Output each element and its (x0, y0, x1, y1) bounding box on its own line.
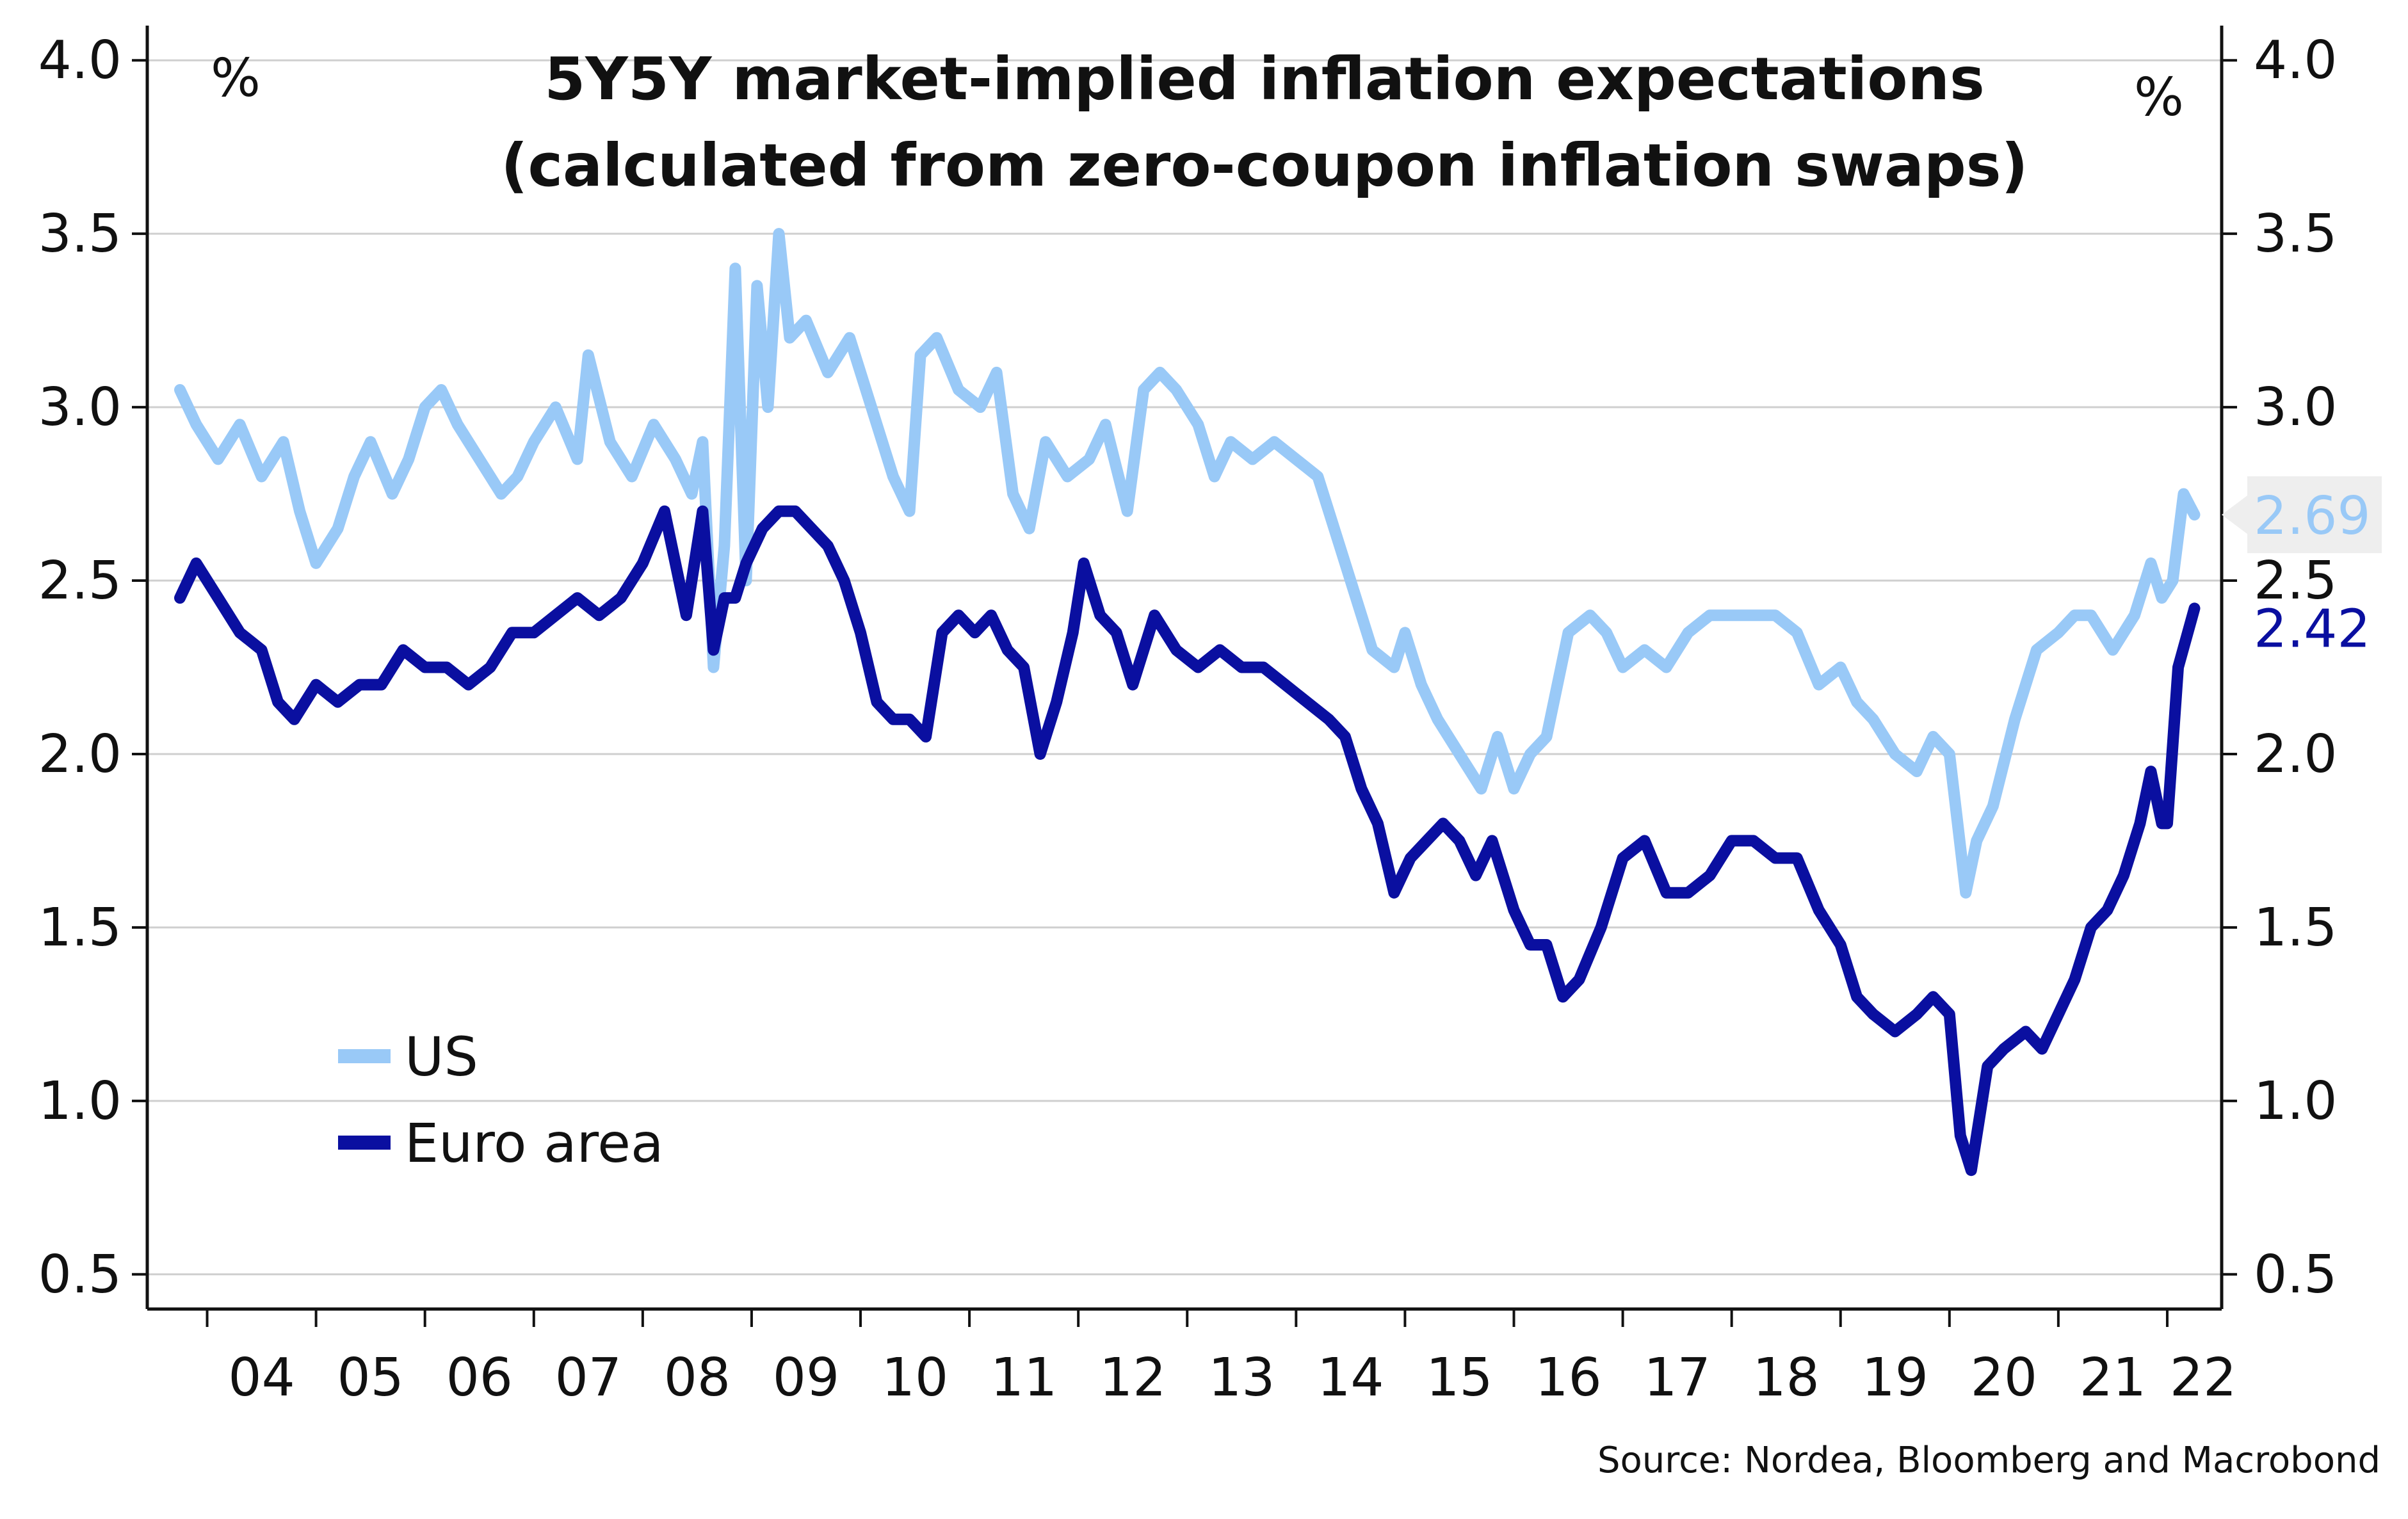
legend: US Euro area (338, 1025, 663, 1175)
source-note: Source: Nordea, Bloomberg and Macrobond (1597, 1440, 2380, 1481)
x-tick-label: 12 (1099, 1347, 1166, 1408)
y-left-tick-label: 0.5 (38, 1244, 122, 1305)
x-tick-label: 06 (446, 1347, 513, 1408)
y-right-tick-label: 1.0 (2254, 1071, 2337, 1132)
y-right-tick-label: 4.0 (2254, 30, 2337, 91)
x-tick-label: 08 (664, 1347, 731, 1408)
chart-title-line1: 5Y5Y market-implied inflation expectatio… (544, 45, 1985, 113)
x-tick-label: 19 (1862, 1347, 1928, 1408)
y-left-tick-label: 4.0 (38, 30, 122, 91)
x-tick-label: 14 (1317, 1347, 1384, 1408)
y-right-tick-label: 3.0 (2254, 377, 2337, 438)
tick-labels: 0.5 0.5 1.0 1.0 1.5 1.5 2.0 2.0 2.5 2.5 3.0 3.0 3.5 3… (38, 30, 2338, 1408)
y-right-tick-label: 0.5 (2254, 1244, 2337, 1305)
gridlines (147, 59, 2222, 1276)
y-left-tick-label: 2.5 (38, 551, 122, 611)
x-tick-label: 10 (882, 1347, 948, 1408)
x-tick-label: 21 (2080, 1347, 2146, 1408)
x-tick-label: 16 (1535, 1347, 1601, 1408)
x-tick-label: 15 (1426, 1347, 1492, 1408)
end-value-labels: 2.69 2.42 (2222, 476, 2382, 659)
x-tick-label: 09 (773, 1347, 839, 1408)
series-line-us (174, 228, 2201, 899)
x-tick-label: 17 (1644, 1347, 1710, 1408)
y-left-tick-label: 2.0 (38, 724, 122, 785)
y-left-tick-label: 1.0 (38, 1071, 122, 1132)
x-tick-label: 04 (228, 1347, 295, 1408)
axes (132, 26, 2237, 1327)
series-lines (174, 228, 2201, 1177)
end-label-us-background (2222, 476, 2382, 554)
right-unit-label: % (2134, 67, 2184, 128)
x-tick-label: 20 (1971, 1347, 2037, 1408)
x-tick-label: 05 (337, 1347, 403, 1408)
x-tick-label: 18 (1753, 1347, 1820, 1408)
end-label-euro-area: 2.42 (2254, 599, 2371, 659)
left-unit-label: % (211, 48, 261, 109)
x-tick-label: 07 (555, 1347, 622, 1408)
legend-label-euro-area: Euro area (405, 1112, 663, 1175)
x-tick-label: 22 (2170, 1347, 2236, 1408)
y-right-tick-label: 1.5 (2254, 897, 2337, 958)
y-left-tick-label: 3.0 (38, 377, 122, 438)
y-left-tick-label: 1.5 (38, 897, 122, 958)
x-tick-label: 11 (990, 1347, 1057, 1408)
legend-label-us: US (405, 1025, 478, 1088)
y-right-tick-label: 3.5 (2254, 204, 2337, 264)
y-right-tick-label: 2.5 (2254, 551, 2337, 611)
end-label-us: 2.69 (2254, 486, 2371, 547)
y-left-tick-label: 3.5 (38, 204, 122, 264)
chart-title-line2: (calculated from zero-coupon inflation s… (501, 131, 2028, 200)
series-line-euro-area (174, 505, 2201, 1177)
x-tick-label: 13 (1208, 1347, 1275, 1408)
y-right-tick-label: 2.0 (2254, 724, 2337, 785)
